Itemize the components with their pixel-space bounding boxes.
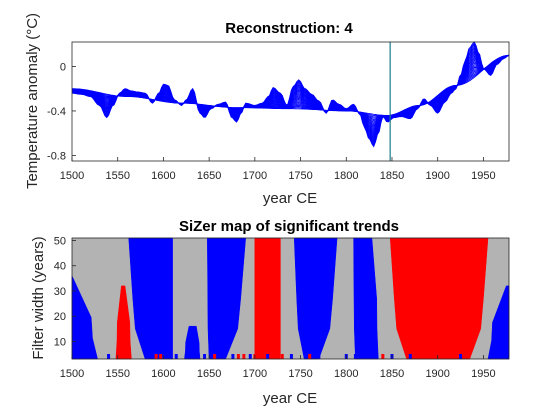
sizer-spot-decreasing — [203, 354, 207, 359]
x-tick-label: 1600 — [151, 170, 175, 182]
reconstruction-y-label: Temperature anomaly (°C) — [24, 13, 41, 189]
x-tick-label: 1750 — [288, 170, 312, 182]
sizer-spot-increasing — [120, 354, 124, 359]
x-tick-label: 1650 — [197, 368, 221, 380]
y-tick-label: -0.8 — [47, 150, 66, 162]
sizer-spot-decreasing — [266, 354, 270, 359]
sizer-regions — [71, 237, 510, 360]
sizer-title: SiZer map of significant trends — [179, 218, 399, 235]
reconstruction-panel: Reconstruction: 4 1500 1550 1600 1650 1700 17… — [24, 13, 510, 207]
y-tick-label: 10 — [54, 336, 66, 348]
y-tick-label: 20 — [54, 311, 66, 323]
sizer-x-label: year CE — [263, 390, 317, 407]
reconstruction-curve — [71, 41, 510, 148]
x-tick-label: 1700 — [243, 368, 267, 380]
x-tick-label: 1950 — [471, 170, 495, 182]
sizer-region-increasing — [389, 237, 489, 360]
x-tick-label: 1700 — [243, 170, 267, 182]
sizer-spot-decreasing — [353, 354, 357, 359]
y-tick-label: 30 — [54, 286, 66, 298]
x-tick-label: 1500 — [60, 368, 84, 380]
x-tick-label: 1900 — [425, 170, 449, 182]
sizer-panel: SiZer map of significant trends 1500 1550… — [30, 218, 510, 407]
sizer-spot-increasing — [154, 354, 158, 359]
sizer-spot-decreasing — [289, 354, 293, 359]
sizer-spot-increasing — [236, 354, 240, 359]
sizer-region-increasing — [115, 285, 132, 360]
sizer-x-ticks: 1500 1550 1600 1650 1700 1750 1800 1850 1900 1950 — [60, 355, 496, 380]
y-tick-label: 50 — [54, 236, 66, 248]
x-tick-label: 1600 — [151, 368, 175, 380]
x-tick-label: 1500 — [60, 170, 84, 182]
sizer-spot-decreasing — [231, 354, 235, 359]
x-tick-label: 1650 — [197, 170, 221, 182]
sizer-y-label: Filter width (years) — [30, 236, 47, 359]
y-tick-label: 40 — [54, 261, 66, 273]
sizer-spot-increasing — [417, 354, 421, 359]
sizer-axes-box — [71, 237, 510, 360]
x-tick-label: 1750 — [288, 368, 312, 380]
y-tick-label: -0.4 — [47, 106, 66, 118]
x-tick-label: 1900 — [425, 368, 449, 380]
sizer-spot-decreasing — [107, 354, 111, 359]
reconstruction-x-ticks: 1500 1550 1600 1650 1700 1750 1800 1850 1900 1950 — [60, 157, 496, 182]
sizer-spot-decreasing — [174, 354, 178, 359]
y-tick-label: 0 — [60, 61, 66, 73]
reconstruction-axes-box — [71, 41, 510, 162]
sizer-spot-decreasing — [317, 354, 321, 359]
sizer-spot-increasing — [159, 354, 163, 359]
x-tick-label: 1800 — [334, 368, 358, 380]
reconstruction-title: Reconstruction: 4 — [225, 20, 353, 37]
sizer-spot-decreasing — [408, 354, 412, 359]
x-tick-label: 1550 — [105, 170, 129, 182]
reconstruction-curves — [71, 41, 510, 148]
sizer-spot-increasing — [447, 354, 451, 359]
x-tick-label: 1550 — [105, 368, 129, 380]
reconstruction-y-ticks: 0 -0.4 -0.8 — [47, 61, 76, 162]
sizer-region-decreasing — [184, 325, 201, 360]
reconstruction-x-label: year CE — [263, 190, 317, 207]
x-tick-label: 1800 — [334, 170, 358, 182]
sizer-spot-increasing — [257, 354, 261, 359]
sizer-spot-increasing — [213, 354, 217, 359]
sizer-spot-increasing — [242, 354, 246, 359]
sizer-spot-increasing — [381, 354, 385, 359]
sizer-y-ticks: 10 20 30 40 50 — [54, 236, 76, 348]
sizer-spot-decreasing — [248, 354, 252, 359]
x-tick-label: 1850 — [380, 170, 404, 182]
x-tick-label: 1850 — [380, 368, 404, 380]
x-tick-label: 1950 — [471, 368, 495, 380]
sizer-spot-decreasing — [459, 354, 463, 359]
sizer-spot-increasing — [308, 354, 312, 359]
sizer-region-increasing — [254, 237, 281, 360]
sizer-spot-increasing — [280, 354, 284, 359]
